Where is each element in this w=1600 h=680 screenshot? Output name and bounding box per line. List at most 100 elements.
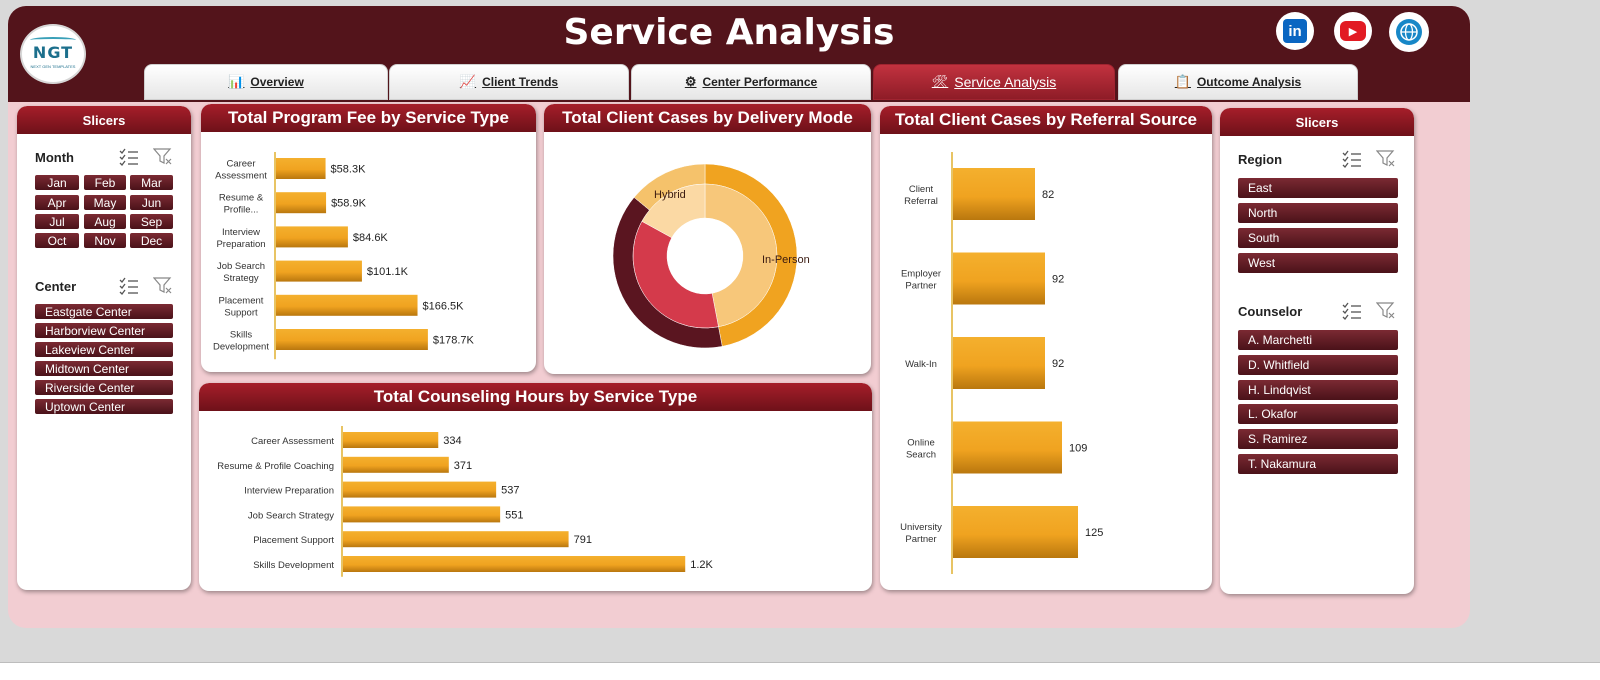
data-label: $101.1K [367, 266, 409, 278]
multi-select-icon[interactable] [119, 148, 139, 166]
tab-outcome-analysis[interactable]: 📋 Outcome Analysis [1118, 64, 1358, 100]
region-chip-west[interactable]: West [1238, 253, 1398, 273]
data-label: 334 [443, 435, 461, 447]
clear-filter-icon[interactable] [1376, 150, 1396, 168]
bar[interactable] [343, 506, 501, 523]
tab-client-trends[interactable]: 📈 Client Trends [389, 64, 629, 100]
bar[interactable] [343, 531, 569, 548]
category-label-line: Partner [905, 534, 936, 545]
category-label-line: Job Search Strategy [248, 510, 334, 521]
bar[interactable] [343, 556, 686, 572]
counselor-chip-nakamura[interactable]: T. Nakamura [1238, 454, 1398, 474]
sheet-bottom-bar [0, 662, 1600, 680]
month-chip-mar[interactable]: Mar [130, 175, 173, 190]
delivery-mode-chart: In-Person Hybrid [612, 163, 810, 349]
month-chip-jun[interactable]: Jun [130, 195, 173, 210]
month-chip-feb[interactable]: Feb [84, 175, 126, 190]
linkedin-icon[interactable]: in [1276, 12, 1314, 50]
center-chip-midtown[interactable]: Midtown Center [35, 361, 173, 376]
counselor-chip-lindqvist[interactable]: H. Lindqvist [1238, 380, 1398, 400]
data-label: 791 [574, 534, 592, 546]
category-label: Online Search [906, 438, 936, 461]
counselor-slicer-label: Counselor [1238, 304, 1303, 319]
bar[interactable] [953, 337, 1045, 389]
data-label: $84.6K [353, 232, 389, 244]
month-chip-sep[interactable]: Sep [130, 214, 173, 229]
region-chip-north[interactable]: North [1238, 203, 1398, 223]
bar[interactable] [953, 421, 1062, 474]
month-chip-apr[interactable]: Apr [35, 195, 79, 210]
clear-filter-icon[interactable] [153, 148, 173, 166]
bar[interactable] [276, 226, 348, 248]
category-label: Interview Preparation [244, 486, 334, 497]
region-chip-east[interactable]: East [1238, 178, 1398, 198]
sheet-margin [1470, 0, 1600, 660]
category-label-line: Career [226, 159, 255, 170]
data-label: 82 [1042, 189, 1054, 201]
counselor-chip-okafor[interactable]: L. Okafor [1238, 404, 1398, 424]
donut-slice[interactable] [641, 183, 706, 239]
category-label-line: Skills Development [253, 560, 334, 571]
center-chip-lakeview[interactable]: Lakeview Center [35, 342, 173, 357]
clear-filter-icon[interactable] [153, 277, 173, 295]
tab-label: Outcome Analysis [1196, 75, 1302, 89]
bar[interactable] [343, 432, 439, 448]
tab-service-analysis[interactable]: 🛠 Service Analysis [873, 64, 1115, 100]
bar-chart-icon: 📊 [228, 74, 245, 89]
category-label-line: Assessment [215, 171, 267, 182]
donut-slice[interactable] [632, 220, 719, 329]
center-chip-riverside[interactable]: Riverside Center [35, 380, 173, 395]
month-chip-dec[interactable]: Dec [130, 233, 173, 248]
tab-overview[interactable]: 📊 Overview [144, 64, 388, 100]
logo-swoosh-icon [30, 37, 76, 43]
tools-icon: 🛠 [931, 74, 949, 89]
data-label: 125 [1085, 527, 1103, 539]
bar[interactable] [276, 192, 327, 214]
globe-icon[interactable] [1389, 12, 1429, 52]
clear-filter-icon[interactable] [1376, 302, 1396, 320]
counselor-chip-marchetti[interactable]: A. Marchetti [1238, 330, 1398, 350]
tab-center-performance[interactable]: ⚙ Center Performance [631, 64, 871, 100]
bar[interactable] [276, 294, 418, 316]
linkedin-glyph: in [1283, 19, 1307, 43]
bar[interactable] [276, 329, 428, 350]
counselor-chip-ramirez[interactable]: S. Ramirez [1238, 429, 1398, 449]
bar[interactable] [276, 158, 326, 179]
bar[interactable] [343, 481, 497, 498]
counselor-chip-whitfield[interactable]: D. Whitfield [1238, 355, 1398, 375]
center-chip-eastgate[interactable]: Eastgate Center [35, 304, 173, 319]
category-label-line: Skills [230, 330, 252, 341]
region-chip-south[interactable]: South [1238, 228, 1398, 248]
center-chip-uptown[interactable]: Uptown Center [35, 399, 173, 414]
delivery-mode-card: Total Client Cases by Delivery Mode In-P… [544, 104, 871, 374]
category-label-line: Interview [222, 227, 260, 238]
category-label: University Partner [900, 522, 942, 545]
month-chip-may[interactable]: May [84, 195, 126, 210]
youtube-icon[interactable]: ▶ [1334, 12, 1372, 50]
category-label: Placement Support [219, 295, 264, 318]
bar[interactable] [953, 168, 1035, 220]
bar[interactable] [953, 252, 1045, 305]
bar[interactable] [953, 506, 1078, 558]
category-label-line: Client [909, 184, 934, 195]
counseling-hours-title: Total Counseling Hours by Service Type [199, 383, 872, 411]
multi-select-icon[interactable] [119, 277, 139, 295]
month-chip-jul[interactable]: Jul [35, 214, 79, 229]
bar[interactable] [276, 260, 362, 282]
tab-label: Client Trends [482, 75, 559, 89]
center-chip-harborview[interactable]: Harborview Center [35, 323, 173, 338]
program-fee-title: Total Program Fee by Service Type [201, 104, 536, 132]
multi-select-icon[interactable] [1342, 150, 1362, 168]
category-label-line: Strategy [223, 273, 259, 284]
data-label: $178.7K [433, 335, 475, 347]
month-chip-oct[interactable]: Oct [35, 233, 79, 248]
month-chip-aug[interactable]: Aug [84, 214, 126, 229]
donut-slice[interactable] [704, 183, 778, 328]
multi-select-icon[interactable] [1342, 302, 1362, 320]
data-label: $58.9K [331, 198, 367, 210]
bar[interactable] [343, 456, 449, 473]
month-chip-jan[interactable]: Jan [35, 175, 79, 190]
category-label-line: Partner [905, 281, 936, 292]
month-chip-nov[interactable]: Nov [84, 233, 126, 248]
